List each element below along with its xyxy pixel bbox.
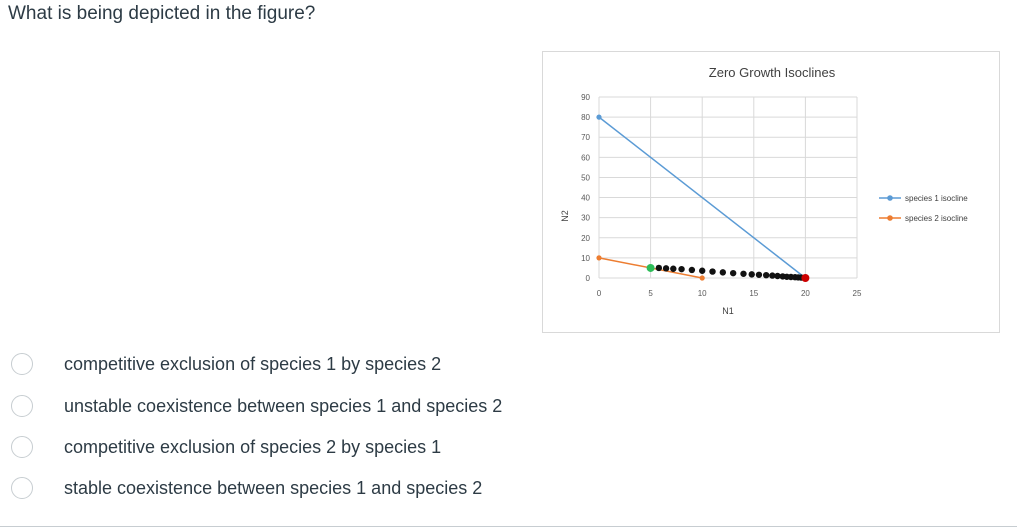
y-tick-label: 40 (581, 194, 590, 203)
y-axis-label: N2 (560, 210, 570, 222)
x-axis-label: N1 (722, 306, 734, 316)
trajectory-point (699, 267, 706, 274)
trajectory-point (655, 264, 663, 272)
x-tick-label: 25 (853, 289, 862, 298)
legend-swatch-marker (887, 215, 893, 221)
y-tick-label: 80 (581, 113, 590, 122)
legend-entry-2: species 2 isocline (905, 214, 968, 223)
radio-button[interactable] (11, 477, 33, 499)
answer-option-1[interactable]: competitive exclusion of species 1 by sp… (0, 344, 560, 384)
y-tick-label: 50 (581, 173, 590, 182)
y-tick-label: 60 (581, 153, 590, 162)
divider (0, 526, 1017, 527)
y-tick-label: 30 (581, 214, 590, 223)
answer-label: stable coexistence between species 1 and… (64, 477, 483, 498)
chart-title: Zero Growth Isoclines (709, 65, 836, 80)
y-tick-label: 70 (581, 133, 590, 142)
trajectory-point (709, 268, 716, 275)
trajectory-point (688, 266, 696, 274)
answer-label: competitive exclusion of species 2 by sp… (64, 436, 442, 457)
x-tick-label: 5 (648, 289, 653, 298)
trajectory-point (740, 270, 747, 277)
x-tick-label: 15 (749, 289, 758, 298)
radio-button[interactable] (11, 395, 33, 417)
series-point-1 (596, 114, 602, 120)
trajectory-point (774, 272, 781, 280)
legend-swatch-marker (887, 195, 893, 201)
answer-option-4[interactable]: stable coexistence between species 1 and… (0, 468, 560, 508)
isocline-chart: Zero Growth Isoclines0102030405060708090… (560, 65, 968, 316)
answer-label: unstable coexistence between species 1 a… (64, 395, 503, 416)
trajectory-point (719, 269, 727, 276)
question-text: What is being depicted in the figure? (8, 3, 316, 24)
isocline-figure: Zero Growth Isoclines 0 10 20 30 40 50 60 70 80 90… (542, 51, 1000, 333)
trajectory-point (769, 272, 776, 279)
series-point-2 (596, 255, 602, 261)
answer-option-3[interactable]: competitive exclusion of species 2 by sp… (0, 427, 560, 467)
trajectory-point (662, 265, 670, 272)
trajectory-point (755, 271, 763, 278)
series-line-1 (598, 116, 806, 279)
answer-label: competitive exclusion of species 1 by sp… (64, 353, 442, 374)
trajectory-point (678, 265, 685, 273)
legend-entry-1: species 1 isocline (905, 194, 968, 203)
trajectory-point (729, 269, 737, 277)
trajectory-end-point (801, 274, 810, 282)
x-tick-label: 10 (698, 289, 707, 298)
trajectory-point (762, 271, 770, 279)
y-tick-label: 0 (586, 274, 591, 283)
trajectory-point (748, 271, 755, 278)
y-tick-label: 10 (581, 254, 590, 263)
series-point-2 (699, 275, 705, 281)
x-tick-label: 20 (801, 289, 810, 298)
answer-option-2[interactable]: unstable coexistence between species 1 a… (0, 386, 560, 426)
radio-button[interactable] (11, 353, 33, 375)
x-tick-label: 0 (597, 289, 602, 298)
radio-button[interactable] (11, 436, 33, 458)
y-tick-label: 20 (581, 234, 590, 243)
trajectory-point (670, 265, 677, 272)
y-tick-label: 90 (581, 93, 590, 102)
trajectory-start-point (646, 263, 655, 272)
